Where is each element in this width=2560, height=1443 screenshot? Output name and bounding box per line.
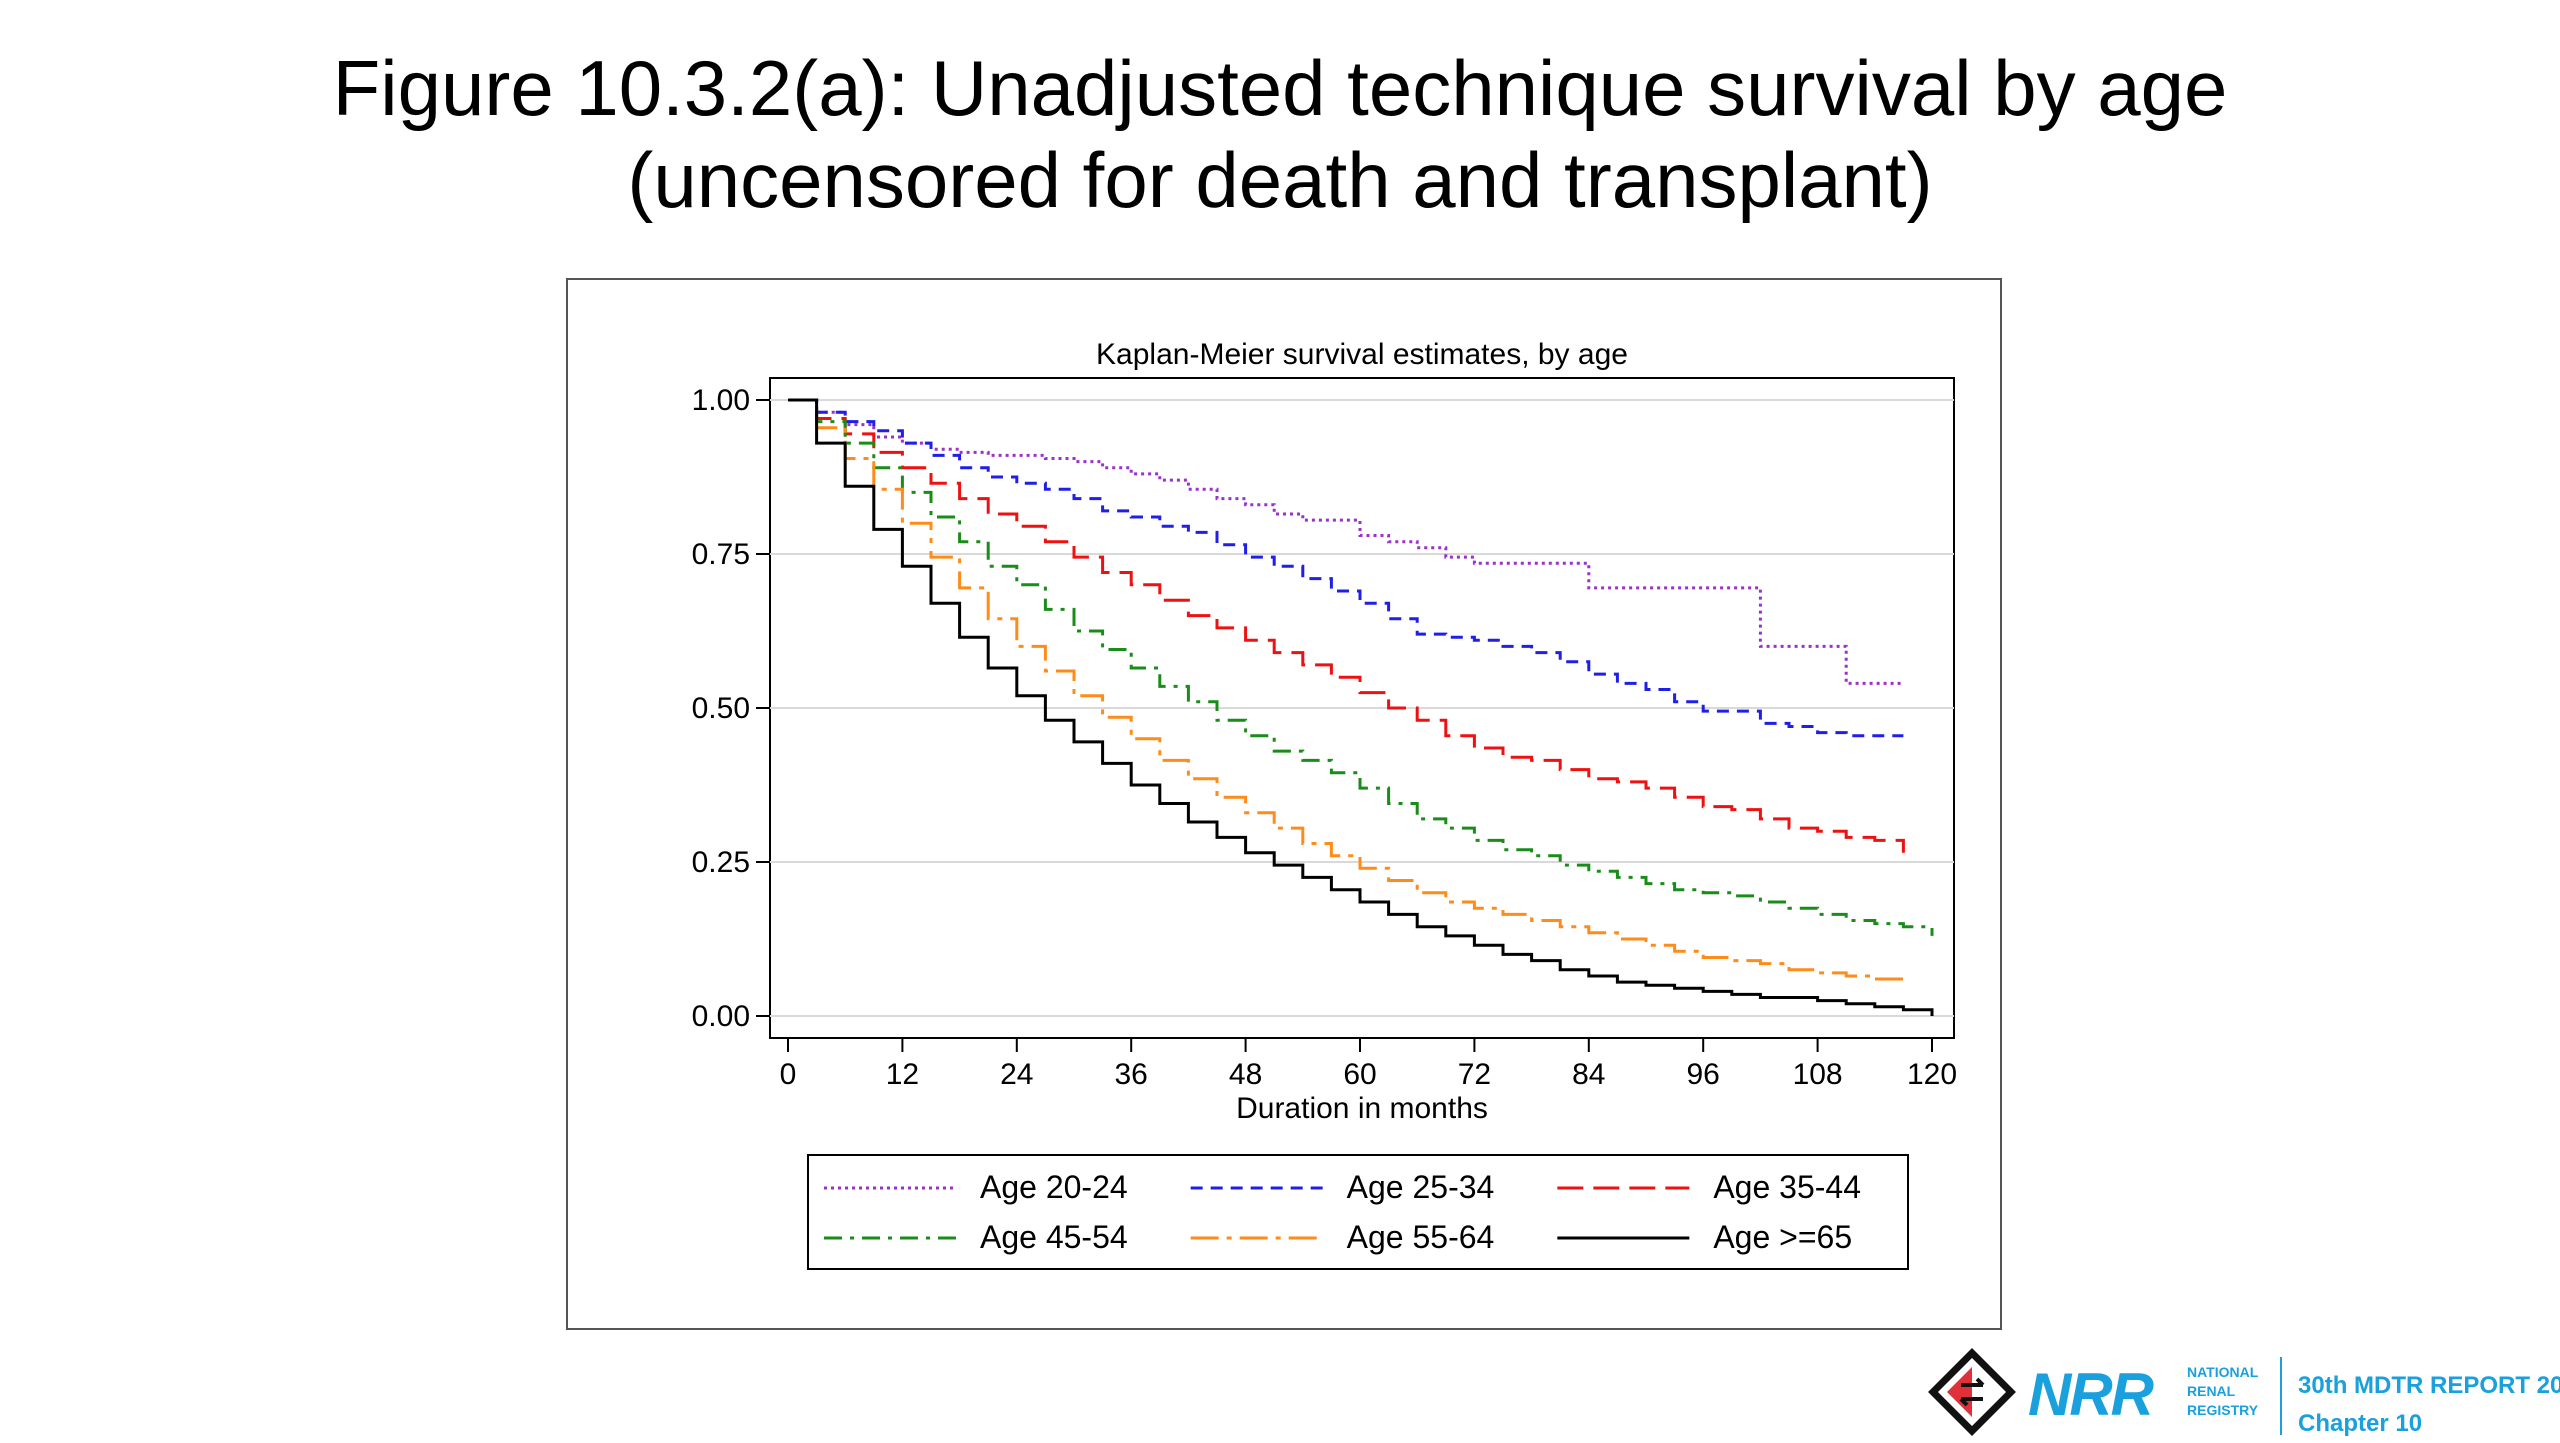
- x-tick-label: 60: [1343, 1058, 1376, 1091]
- mdtr-logo-icon: [1928, 1348, 2016, 1436]
- y-tick-label: 0.25: [692, 846, 750, 879]
- report-label: 30th MDTR REPORT 2022 Chapter 10: [2298, 1367, 2560, 1443]
- x-tick-label: 48: [1229, 1058, 1262, 1091]
- legend-label: Age >=65: [1713, 1219, 1852, 1255]
- page-title-line-2: (uncensored for death and transplant): [627, 136, 1933, 224]
- x-axis-label: Duration in months: [1236, 1092, 1488, 1125]
- legend-box: [807, 1154, 1909, 1270]
- x-tick-label: 0: [780, 1058, 797, 1091]
- page-title-line-1: Figure 10.3.2(a): Unadjusted technique s…: [332, 44, 2228, 132]
- y-tick-label: 0.75: [692, 538, 750, 571]
- x-tick-label: 108: [1793, 1058, 1843, 1091]
- x-tick-label: 72: [1458, 1058, 1491, 1091]
- x-tick-label: 96: [1687, 1058, 1720, 1091]
- nrr-logo-subtext: NATIONAL RENAL REGISTRY: [2187, 1363, 2267, 1420]
- chart-frame: Kaplan-Meier survival estimates, by age 0…: [566, 278, 2002, 1330]
- report-title: 30th MDTR REPORT 2022: [2298, 1372, 2560, 1399]
- nrr-subtext-line: RENAL: [2187, 1383, 2236, 1399]
- legend-label: Age 25-34: [1347, 1169, 1495, 1205]
- x-tick-label: 84: [1572, 1058, 1605, 1091]
- y-tick-label: 1.00: [692, 384, 750, 417]
- km-survival-chart: Kaplan-Meier survival estimates, by age 0…: [692, 338, 1957, 1270]
- legend-label: Age 35-44: [1713, 1169, 1861, 1205]
- report-chapter: Chapter 10: [2298, 1410, 2423, 1437]
- x-tick-label: 24: [1000, 1058, 1033, 1091]
- nrr-subtext-line: NATIONAL: [2187, 1364, 2259, 1380]
- chart-title: Kaplan-Meier survival estimates, by age: [1096, 338, 1628, 371]
- series-line-age-35-44: [788, 398, 1905, 853]
- legend-label: Age 20-24: [980, 1169, 1128, 1205]
- x-tick-label: 120: [1907, 1058, 1957, 1091]
- footer-divider: [2280, 1357, 2282, 1435]
- page-title: Figure 10.3.2(a): Unadjusted technique s…: [0, 42, 2560, 226]
- legend-label: Age 55-64: [1347, 1219, 1495, 1255]
- nrr-logo-text: NRR: [2028, 1361, 2154, 1428]
- nrr-subtext-line: REGISTRY: [2187, 1402, 2259, 1418]
- series-line-age-25-34: [788, 398, 1904, 738]
- legend-label: Age 45-54: [980, 1219, 1128, 1255]
- y-tick-label: 0.50: [692, 692, 750, 725]
- footer-branding: NRR NATIONAL RENAL REGISTRY 30th MDTR RE…: [1925, 1345, 2560, 1440]
- y-tick-label: 0.00: [692, 1000, 750, 1033]
- series-line-age-45-54: [788, 398, 1934, 936]
- x-tick-label: 36: [1115, 1058, 1148, 1091]
- series-line-age-20-24: [788, 398, 1904, 685]
- x-tick-label: 12: [886, 1058, 919, 1091]
- series-line-age-65: [788, 398, 1934, 1016]
